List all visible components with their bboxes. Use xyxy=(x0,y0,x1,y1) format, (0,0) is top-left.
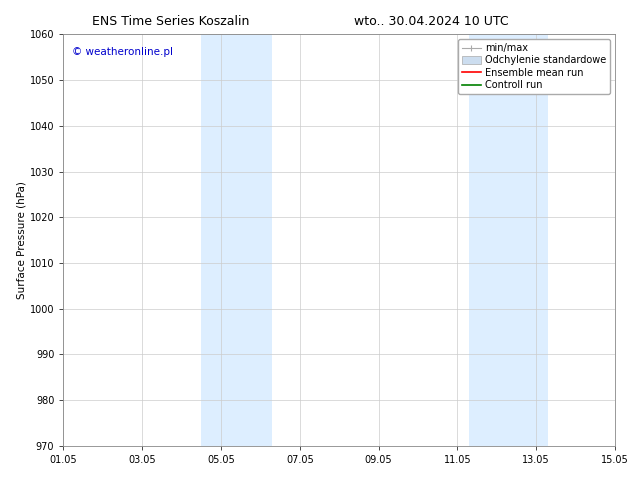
Text: © weatheronline.pl: © weatheronline.pl xyxy=(72,47,172,57)
Text: wto.. 30.04.2024 10 UTC: wto.. 30.04.2024 10 UTC xyxy=(354,15,508,28)
Y-axis label: Surface Pressure (hPa): Surface Pressure (hPa) xyxy=(17,181,27,299)
Legend: min/max, Odchylenie standardowe, Ensemble mean run, Controll run: min/max, Odchylenie standardowe, Ensembl… xyxy=(458,39,610,94)
Bar xyxy=(469,34,548,446)
Bar xyxy=(202,34,272,446)
Text: ENS Time Series Koszalin: ENS Time Series Koszalin xyxy=(93,15,250,28)
